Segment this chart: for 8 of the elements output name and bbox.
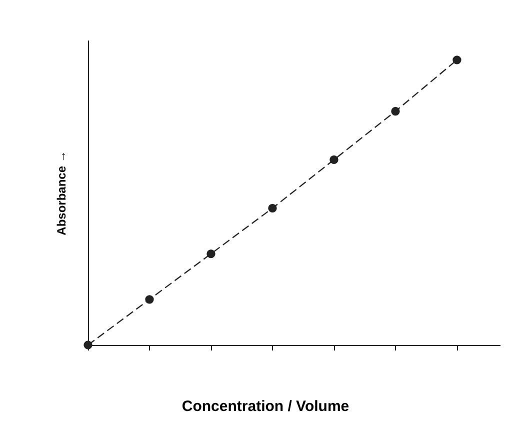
point	[391, 106, 400, 116]
y-axis-title: Absorbance →	[54, 150, 68, 236]
point	[330, 155, 338, 164]
point	[206, 249, 216, 258]
point	[452, 56, 462, 64]
point	[145, 295, 154, 304]
point	[268, 204, 277, 212]
x-axis-title: Concentration / Volume	[182, 398, 350, 415]
